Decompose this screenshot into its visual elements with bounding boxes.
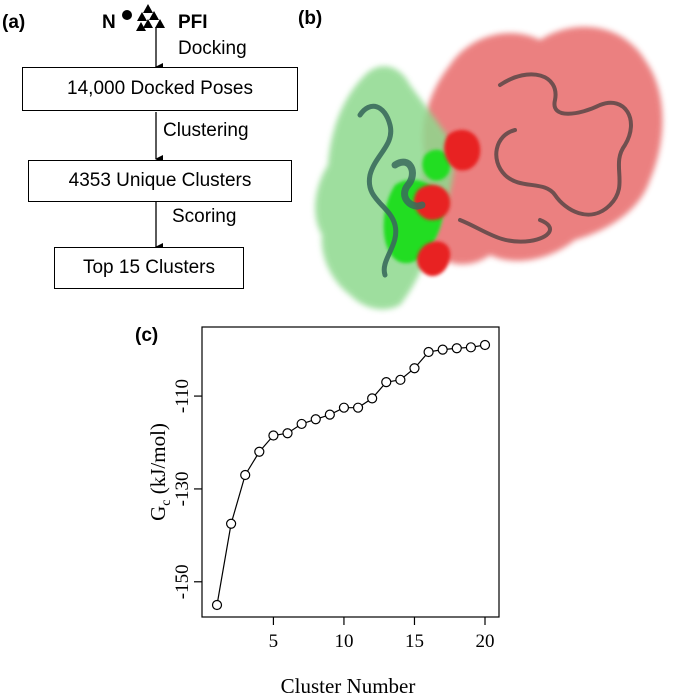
- triangle-icon: [143, 4, 153, 13]
- data-point: [282, 428, 293, 439]
- data-point: [409, 363, 420, 374]
- plot-frame: [201, 326, 500, 618]
- data-point: [296, 418, 307, 430]
- x-axis-ticks: 5 10 15 20: [269, 617, 495, 652]
- series-points: [211, 339, 491, 611]
- right-interface-patch: [444, 129, 481, 171]
- box-top-clusters: Top 15 Clusters: [54, 247, 244, 289]
- y-tick-label: -150: [172, 564, 193, 599]
- panel-label-c: (c): [135, 325, 159, 346]
- step-scoring: Scoring: [172, 206, 237, 227]
- ligand-symbols: [122, 4, 165, 31]
- data-point: [395, 374, 406, 385]
- y-axis-label-unit: (kJ/mol): [146, 423, 170, 499]
- data-point: [352, 402, 364, 413]
- box-docked-poses: 14,000 Docked Poses: [22, 67, 298, 111]
- input-label-n: N: [102, 12, 116, 33]
- data-point: [211, 599, 223, 611]
- right-interface-patch: [416, 241, 451, 277]
- y-axis-label: Gc (kJ/mol): [146, 423, 174, 521]
- protein-complex-render: [315, 26, 663, 310]
- data-point: [423, 346, 434, 358]
- data-point: [338, 402, 350, 413]
- data-point: [324, 409, 335, 420]
- right-backbone-ribbon: [458, 218, 552, 244]
- y-axis-ticks: -150 -130 -110: [172, 379, 202, 599]
- x-tick-label: 20: [476, 631, 495, 652]
- data-point: [240, 469, 251, 481]
- triangle-icon: [149, 11, 159, 20]
- data-point: [479, 339, 491, 351]
- x-axis-label: Cluster Number: [281, 674, 416, 694]
- data-point: [381, 377, 392, 388]
- panel-label-b: (b): [298, 8, 323, 29]
- y-axis-label-main: G: [146, 506, 170, 521]
- data-point: [226, 518, 237, 529]
- right-interface-patch: [413, 184, 451, 221]
- step-clustering: Clustering: [163, 120, 249, 141]
- panel-label-a: (a): [2, 12, 26, 33]
- right-backbone-ribbon: [494, 72, 633, 217]
- data-point: [451, 343, 462, 354]
- triangle-icon: [137, 12, 147, 21]
- data-point: [310, 414, 321, 425]
- data-point: [254, 446, 265, 457]
- triangle-icon: [143, 19, 153, 28]
- y-tick-label: -130: [172, 472, 193, 507]
- box-unique-clusters: 4353 Unique Clusters: [28, 160, 292, 202]
- left-backbone-ribbon: [357, 103, 399, 278]
- series-line: [216, 344, 486, 606]
- input-label-pfi: PFI: [178, 12, 208, 33]
- right-protein-surface: [420, 26, 663, 265]
- data-point: [367, 393, 378, 404]
- left-backbone-ribbon: [391, 158, 426, 210]
- data-point: [465, 342, 476, 353]
- data-point: [268, 430, 279, 441]
- data-point: [437, 344, 448, 355]
- step-docking: Docking: [178, 38, 247, 59]
- y-axis-label-subscript: c: [159, 500, 174, 506]
- triangle-icon: [155, 19, 165, 28]
- dot-icon: [122, 10, 132, 20]
- x-tick-label: 5: [269, 631, 279, 652]
- flow-arrows: [155, 27, 163, 251]
- y-tick-label: -110: [172, 379, 193, 413]
- x-tick-label: 15: [405, 631, 424, 652]
- x-tick-label: 10: [334, 631, 353, 652]
- triangle-icon: [136, 22, 146, 31]
- left-interface-patch: [422, 149, 451, 181]
